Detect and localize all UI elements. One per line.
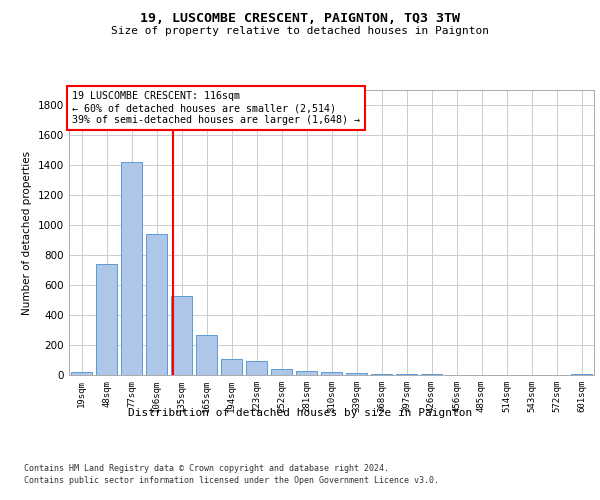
Text: Distribution of detached houses by size in Paignton: Distribution of detached houses by size … xyxy=(128,408,472,418)
Text: 19 LUSCOMBE CRESCENT: 116sqm
← 60% of detached houses are smaller (2,514)
39% of: 19 LUSCOMBE CRESCENT: 116sqm ← 60% of de… xyxy=(71,92,359,124)
Bar xyxy=(371,374,392,375)
Bar xyxy=(346,373,367,375)
Text: Contains HM Land Registry data © Crown copyright and database right 2024.: Contains HM Land Registry data © Crown c… xyxy=(24,464,389,473)
Bar xyxy=(196,335,217,375)
Bar xyxy=(171,296,192,375)
Bar xyxy=(146,234,167,375)
Bar xyxy=(571,374,592,375)
Bar xyxy=(271,369,292,375)
Bar xyxy=(421,374,442,375)
Bar xyxy=(246,361,267,375)
Bar xyxy=(96,264,117,375)
Text: 19, LUSCOMBE CRESCENT, PAIGNTON, TQ3 3TW: 19, LUSCOMBE CRESCENT, PAIGNTON, TQ3 3TW xyxy=(140,12,460,26)
Y-axis label: Number of detached properties: Number of detached properties xyxy=(22,150,32,314)
Bar xyxy=(121,162,142,375)
Bar xyxy=(296,370,317,375)
Bar xyxy=(396,374,417,375)
Text: Size of property relative to detached houses in Paignton: Size of property relative to detached ho… xyxy=(111,26,489,36)
Bar xyxy=(321,372,342,375)
Text: Contains public sector information licensed under the Open Government Licence v3: Contains public sector information licen… xyxy=(24,476,439,485)
Bar xyxy=(221,359,242,375)
Bar xyxy=(71,372,92,375)
